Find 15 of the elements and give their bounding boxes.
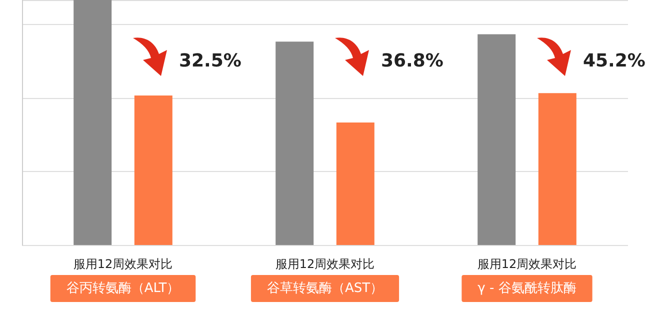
bar (478, 34, 516, 245)
bar (538, 93, 576, 245)
x-tick-label: 谷丙转氨酶（ALT） (66, 281, 180, 296)
bar (134, 96, 172, 245)
bar (74, 0, 112, 245)
bar (276, 42, 314, 245)
annotation: 45.2% (583, 50, 646, 72)
text: 服用12周效果对比 (73, 257, 173, 271)
annotation: 32.5% (179, 50, 242, 72)
annotation: 36.8% (381, 50, 444, 72)
x-tick-label: 谷草转氨酶（AST） (266, 281, 384, 296)
bar (336, 122, 374, 245)
text: 服用12周效果对比 (275, 257, 375, 271)
text: 服用12周效果对比 (477, 257, 577, 271)
x-tick-label: γ - 谷氨酰转肽酶 (478, 281, 576, 296)
